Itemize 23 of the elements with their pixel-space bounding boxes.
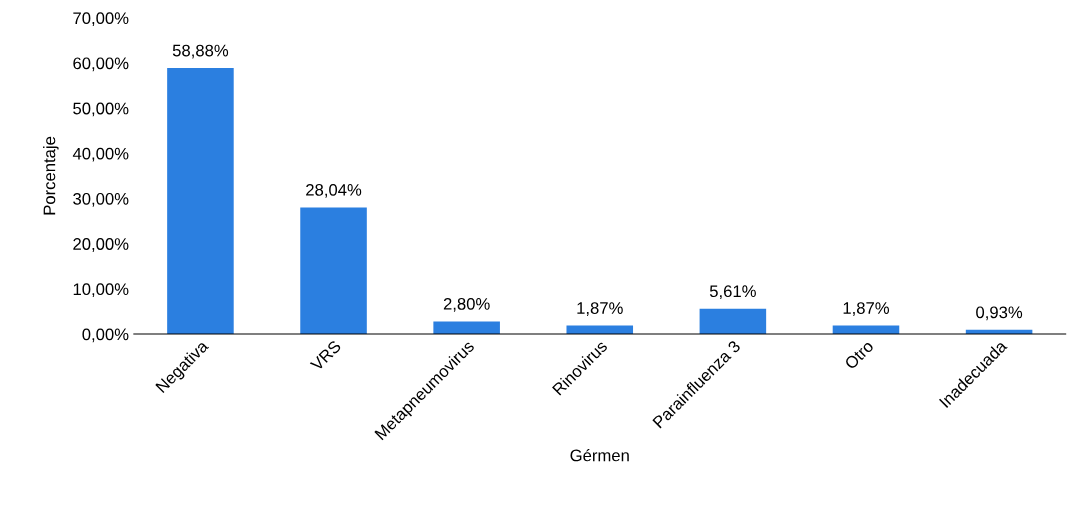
x-tick-label: VRS [309, 339, 342, 372]
bar [167, 68, 234, 335]
y-tick-label: 40,00% [72, 147, 129, 162]
bar [300, 207, 367, 335]
data-label: 2,80% [443, 297, 490, 312]
data-label: 58,88% [172, 44, 229, 59]
data-label: 1,87% [843, 302, 890, 316]
y-tick-label: 70,00% [73, 12, 129, 27]
y-tick-label: 20,00% [73, 238, 129, 252]
y-tick-label: 30,00% [73, 192, 129, 207]
x-tick-label: Otro [843, 339, 875, 370]
data-label: 5,61% [709, 285, 756, 300]
bar [699, 308, 767, 335]
data-label: 0,93% [976, 306, 1023, 321]
bar [433, 321, 500, 335]
y-tick-label: 10,00% [73, 283, 129, 298]
y-tick-label: 0,00% [82, 328, 129, 343]
y-axis-title: Porcentaje [43, 136, 59, 215]
y-tick-label: 60,00% [73, 57, 129, 72]
y-tick-label: 50,00% [73, 102, 129, 117]
x-axis-title: Gérmen [570, 448, 629, 462]
data-label: 1,87% [577, 302, 623, 316]
data-label: 28,04% [306, 183, 362, 198]
